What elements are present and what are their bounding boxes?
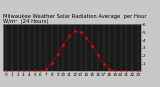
Text: Milwaukee Weather Solar Radiation Average  per Hour W/m²  (24 Hours): Milwaukee Weather Solar Radiation Averag… — [3, 14, 147, 24]
